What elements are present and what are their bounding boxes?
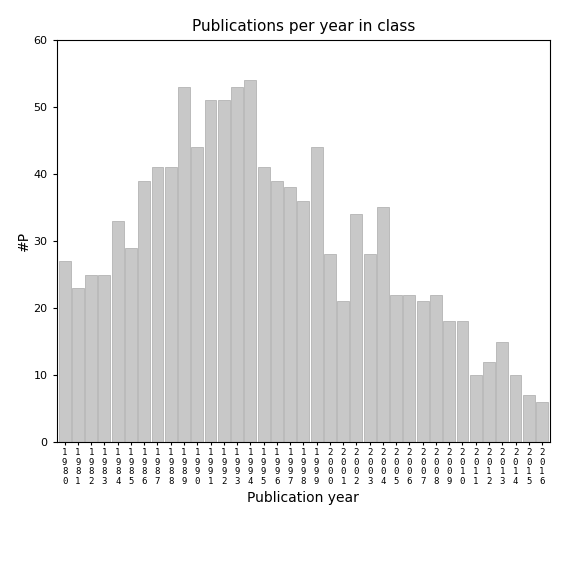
Bar [59,261,71,442]
Bar [297,201,310,442]
Bar [271,180,283,442]
Bar [523,395,535,442]
Bar [510,375,522,442]
Bar [178,87,190,442]
Bar [231,87,243,442]
Bar [456,321,468,442]
Bar [496,341,508,442]
Bar [337,302,349,442]
Bar [417,302,429,442]
Bar [390,295,402,442]
Bar [99,274,111,442]
Bar [430,295,442,442]
Bar [363,255,375,442]
Bar [284,187,296,442]
Bar [443,321,455,442]
Bar [404,295,416,442]
Bar [218,100,230,442]
Bar [244,80,256,442]
Bar [377,208,389,442]
Bar [165,167,177,442]
X-axis label: Publication year: Publication year [247,492,359,505]
Bar [191,147,203,442]
Bar [138,180,150,442]
Bar [125,248,137,442]
Bar [470,375,482,442]
Bar [324,255,336,442]
Y-axis label: #P: #P [17,231,31,251]
Bar [536,402,548,442]
Bar [151,167,163,442]
Bar [72,288,84,442]
Bar [483,362,495,442]
Bar [311,147,323,442]
Bar [85,274,97,442]
Bar [257,167,269,442]
Bar [350,214,362,442]
Bar [112,221,124,442]
Title: Publications per year in class: Publications per year in class [192,19,415,35]
Bar [205,100,217,442]
